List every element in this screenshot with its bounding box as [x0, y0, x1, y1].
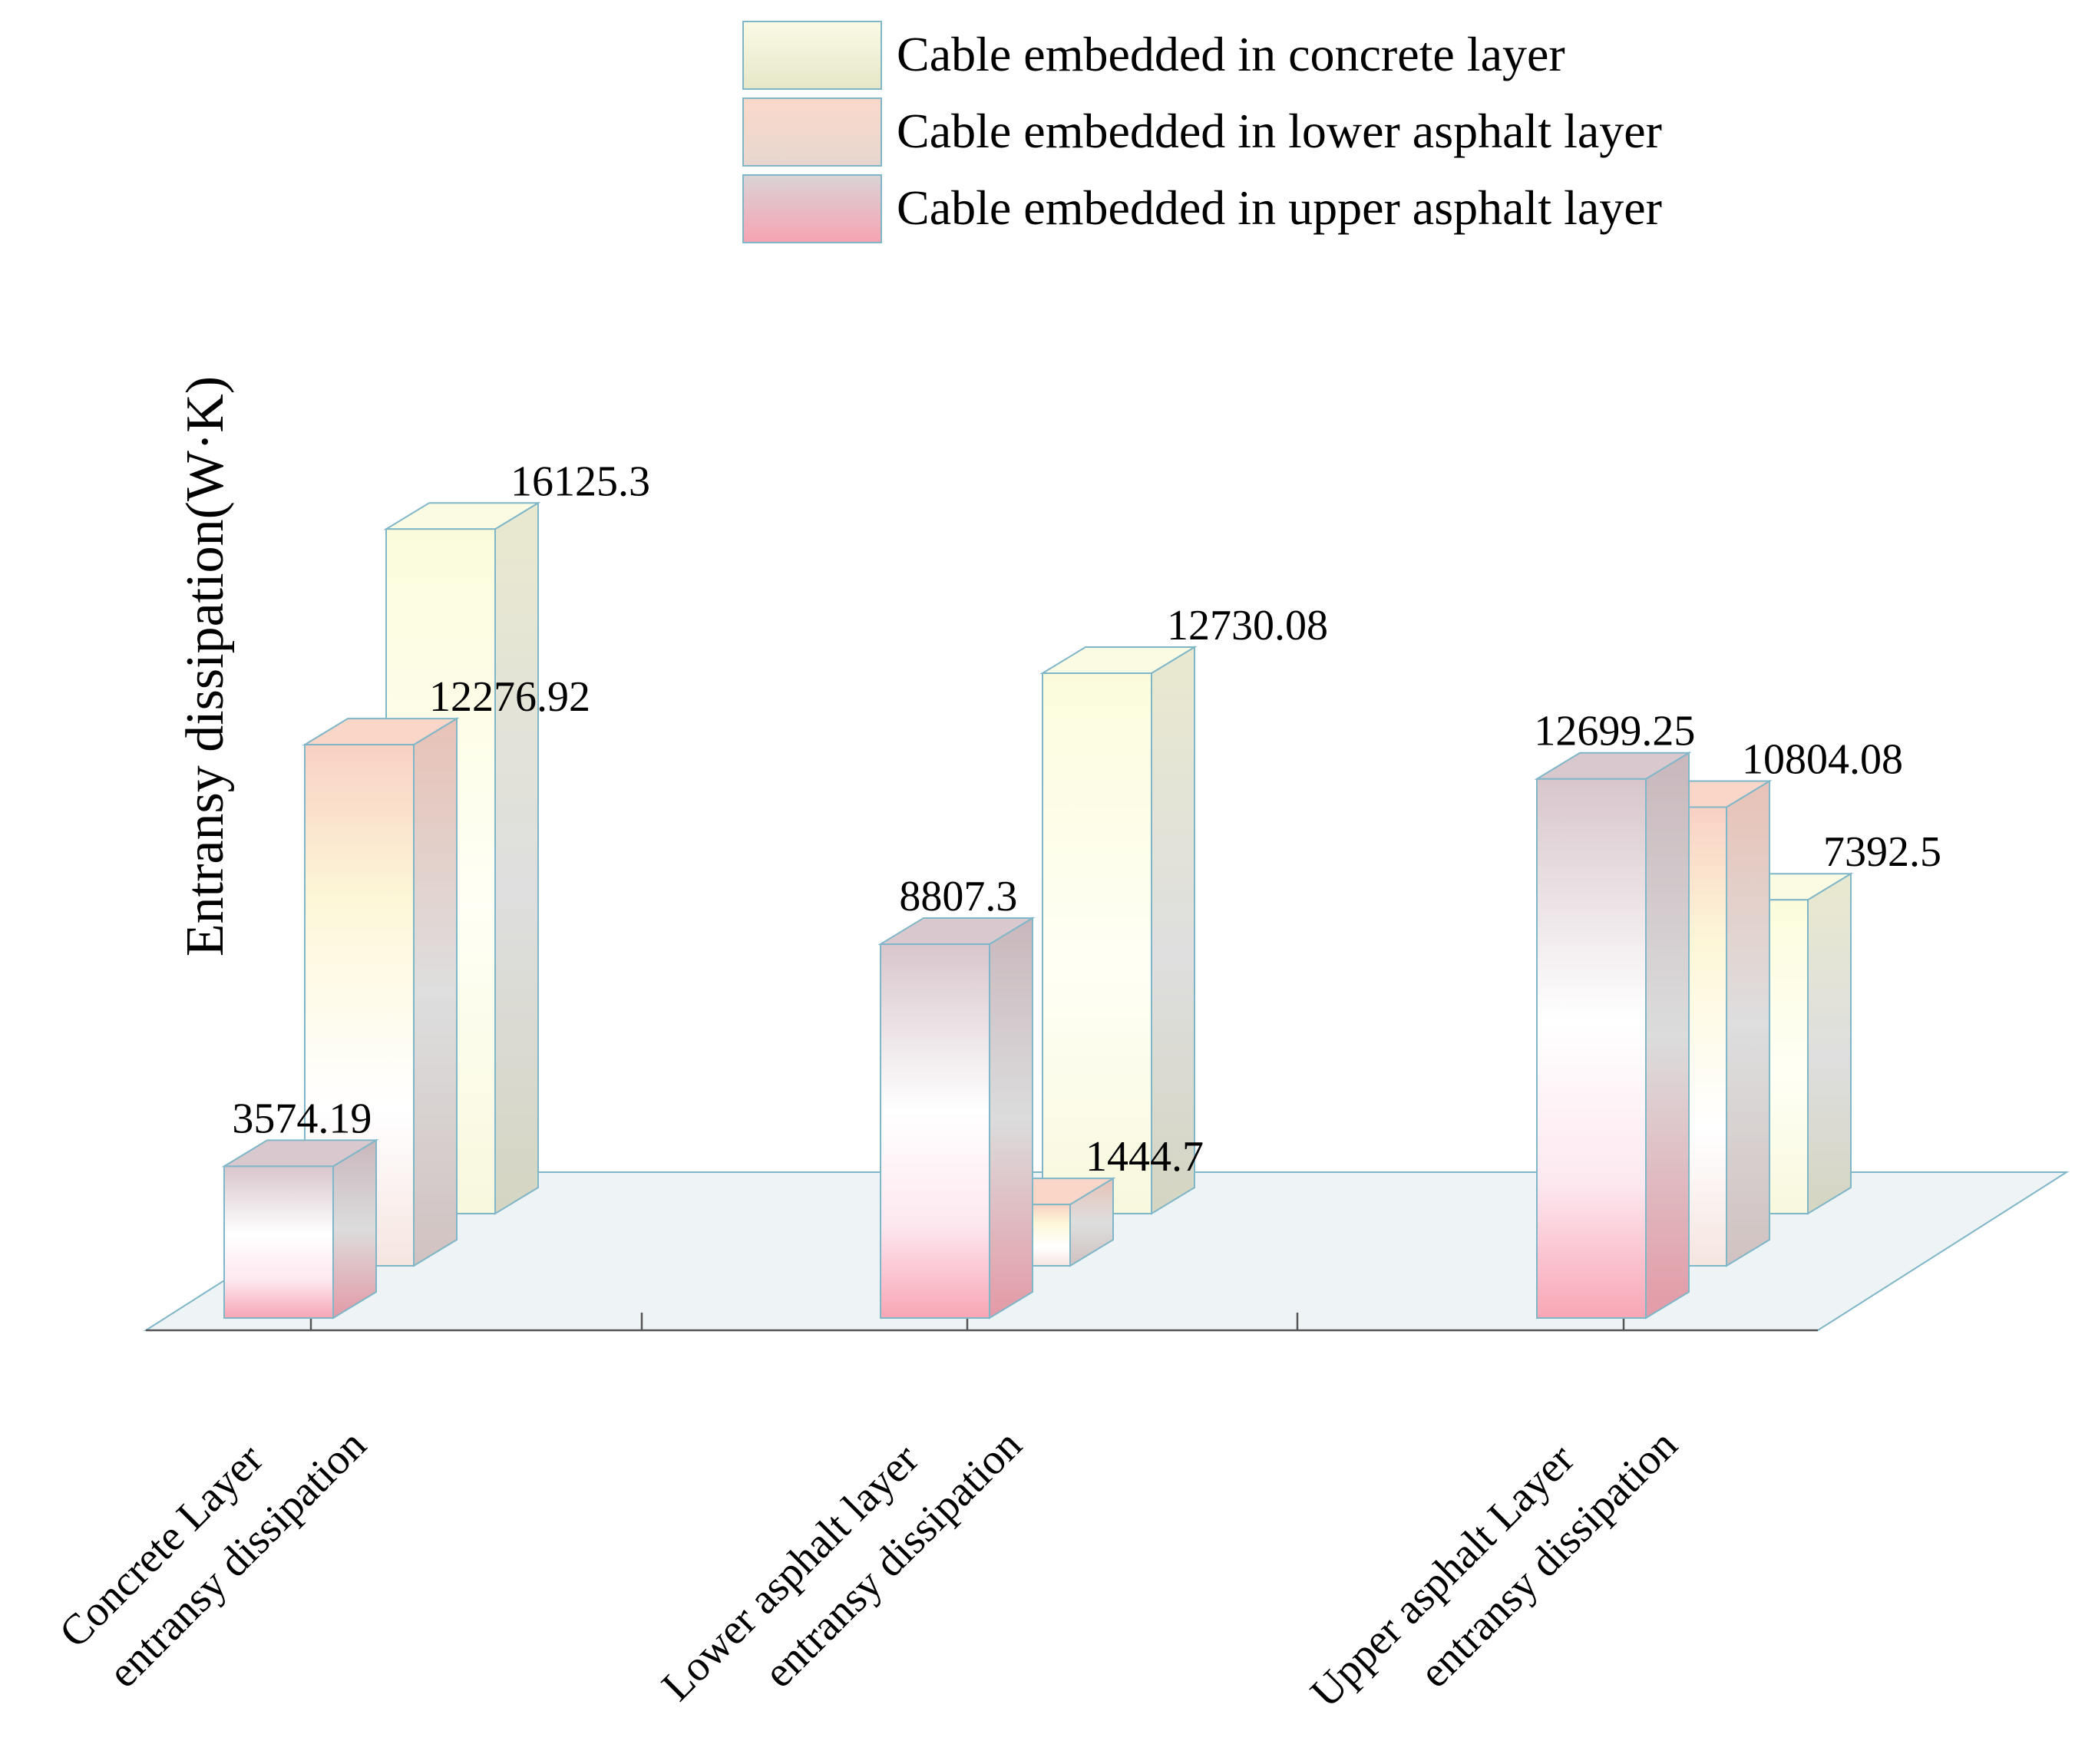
data-label: 12276.92 — [429, 673, 590, 721]
bars-group — [221, 501, 1854, 1320]
data-label: 12699.25 — [1534, 708, 1695, 755]
data-labels-group: 16125.3 12730.08 7392.5 12276.92 1444.7 10804… — [232, 458, 1941, 1181]
legend-swatch-concrete — [742, 21, 882, 90]
bar-upper-1 — [877, 917, 1036, 1320]
bar-upper-0 — [221, 1138, 379, 1320]
legend-label: Cable embedded in lower asphalt layer — [897, 104, 1662, 158]
bar-side-face — [989, 917, 1033, 1320]
legend-swatch-upper — [742, 174, 882, 243]
data-label: 8807.3 — [899, 873, 1017, 920]
data-label: 16125.3 — [511, 458, 650, 505]
data-label: 7392.5 — [1823, 828, 1941, 876]
legend-label: Cable embedded in upper asphalt layer — [897, 180, 1662, 235]
data-label: 1444.7 — [1085, 1133, 1204, 1181]
bar-side-face — [332, 1138, 377, 1320]
legend-swatch-lower — [742, 97, 882, 167]
bar-front-face — [1536, 778, 1647, 1319]
bar-lower-0 — [302, 717, 460, 1267]
data-label: 3574.19 — [232, 1095, 372, 1142]
bar-front-face — [304, 744, 415, 1267]
legend: Cable embedded in concrete layer Cable e… — [742, 21, 1662, 243]
data-label: 12730.08 — [1167, 602, 1328, 649]
bar-side-face — [1645, 751, 1690, 1320]
bar-front-face — [1042, 672, 1152, 1214]
bar-front-face — [223, 1165, 334, 1319]
legend-label: Cable embedded in concrete layer — [897, 27, 1565, 81]
bar-side-face — [1726, 779, 1770, 1267]
bar-side-face — [1807, 872, 1852, 1215]
y-axis-title: Entransy dissipation(W·K) — [176, 376, 235, 956]
bar-side-face — [413, 717, 458, 1267]
bar-upper-2 — [1534, 751, 1692, 1320]
data-label: 10804.08 — [1742, 736, 1903, 784]
bar-concrete-1 — [1039, 646, 1198, 1215]
bar-front-face — [880, 943, 990, 1319]
bar-side-face — [494, 501, 539, 1215]
x-axis-category-labels: Concrete Layer entransy dissipation Lowe… — [51, 1421, 1687, 1716]
bar-side-face — [1151, 646, 1195, 1215]
